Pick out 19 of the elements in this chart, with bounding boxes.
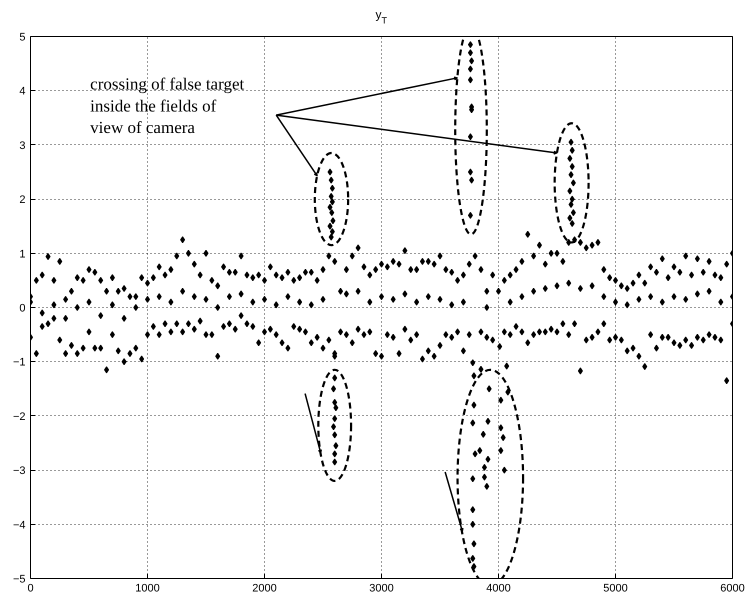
- y-tick-label: 5: [19, 32, 26, 44]
- y-tick-label: −3: [12, 465, 26, 478]
- y-tick-label: 2: [19, 194, 26, 206]
- x-tick-label: 2000: [252, 582, 277, 594]
- y-tick-label: 4: [19, 86, 26, 98]
- x-tick-label: 3000: [369, 582, 394, 594]
- y-tick-label: 0: [19, 302, 26, 314]
- y-tick-label: −1: [12, 356, 26, 369]
- y-tick-label: 1: [19, 248, 26, 260]
- x-tick-label: 6000: [720, 582, 745, 594]
- annotation: crossing of false target inside the fields of view of camera: [90, 74, 244, 138]
- y-tick-label: −2: [12, 410, 26, 423]
- x-tick-label: 4000: [486, 582, 511, 594]
- y-tick-label: 3: [19, 140, 26, 152]
- y-tick-label: −4: [12, 519, 26, 532]
- x-tick-label: 5000: [603, 582, 628, 594]
- y-tick-label: −5: [12, 574, 26, 586]
- x-tick-label: 0: [27, 582, 34, 594]
- x-tick-label: 1000: [135, 582, 160, 594]
